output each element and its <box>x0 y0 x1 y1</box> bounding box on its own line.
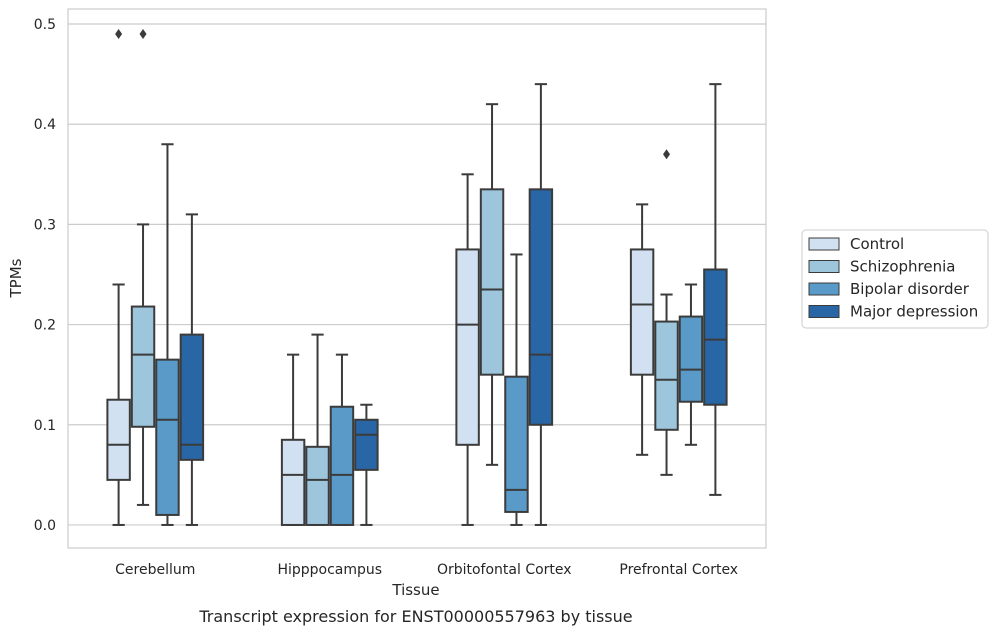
x-tick-label: Cerebellum <box>115 562 195 578</box>
y-tick-label: 0.2 <box>34 318 56 334</box>
box <box>354 418 379 471</box>
legend: Control Schizophrenia Bipolar disorder Majo… <box>801 229 989 329</box>
y-tick-label: 0.4 <box>34 117 56 133</box>
box <box>130 305 156 428</box>
outlier-point <box>663 149 671 160</box>
box <box>455 248 480 446</box>
legend-label: Bipolar disorder <box>850 280 970 298</box>
legend-frame <box>801 229 989 329</box>
box <box>305 445 330 526</box>
series-control <box>106 29 655 526</box>
box <box>280 438 306 526</box>
series-schizophrenia <box>130 29 679 526</box>
y-tick-label: 0.3 <box>34 217 56 233</box>
box <box>106 398 131 481</box>
legend-swatch <box>808 305 840 318</box>
box <box>528 188 554 426</box>
box <box>179 333 205 461</box>
outlier-point <box>115 29 123 40</box>
y-tick-label: 0.1 <box>34 418 56 434</box>
y-tick-label: 0.5 <box>34 17 56 33</box>
legend-swatch <box>808 237 840 251</box>
x-tick-label: Hipppocampus <box>277 562 382 578</box>
x-axis-title: Tissue <box>391 581 439 599</box>
legend-swatch <box>808 282 840 296</box>
y-tick-labels: 0.0 0.1 0.2 0.3 0.4 0.5 <box>34 17 56 534</box>
box <box>504 375 529 513</box>
legend-label: Schizophrenia <box>850 258 955 276</box>
box <box>155 358 180 516</box>
legend-swatch <box>808 260 840 273</box>
x-tick-label: Prefrontal Cortex <box>619 562 738 578</box>
y-axis-title: TPMs <box>7 258 25 298</box>
chart-caption: Transcript expression for ENST0000055796… <box>198 607 632 626</box>
x-tick-labels: Cerebellum Hipppocampus Orbitofontal Corte… <box>115 562 738 578</box>
box <box>329 405 355 526</box>
box <box>703 268 728 406</box>
box <box>678 315 704 403</box>
x-tick-label: Orbitofontal Cortex <box>437 562 572 578</box>
box <box>629 248 655 376</box>
series-major-depression <box>179 83 728 526</box>
series-bipolar-disorder <box>155 143 704 526</box>
outlier-point <box>139 29 147 40</box>
box-series <box>106 29 728 526</box>
legend-label: Major depression <box>850 303 978 321</box>
y-tick-label: 0.0 <box>34 518 56 534</box>
box <box>654 320 679 431</box>
box <box>479 188 505 376</box>
legend-label: Control <box>850 235 904 253</box>
